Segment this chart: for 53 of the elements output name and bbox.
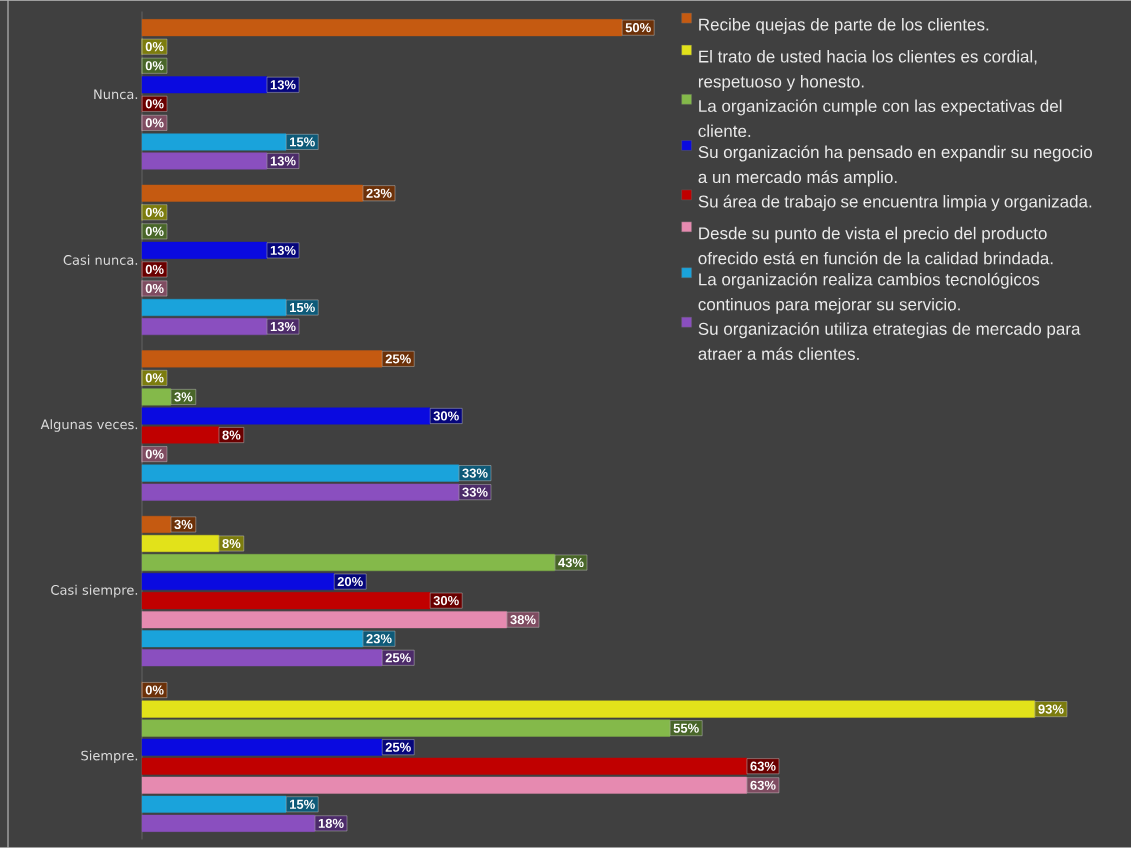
data-label: 8% <box>222 538 241 549</box>
data-label: 15% <box>290 302 315 313</box>
data-label: 0% <box>145 61 164 71</box>
data-label: 25% <box>385 742 411 752</box>
data-label: 3% <box>174 392 193 402</box>
data-label: 3% <box>174 519 193 530</box>
data-label: 15% <box>290 137 315 147</box>
data-label: 0% <box>145 99 164 109</box>
data-label: 23% <box>366 634 392 644</box>
data-label: 0% <box>145 118 164 128</box>
data-label: 63% <box>750 761 776 771</box>
data-label: 0% <box>145 449 164 459</box>
legend-label: La organización cumple con las expectativas del cliente. <box>698 99 1062 138</box>
data-label: 20% <box>337 576 363 587</box>
data-label: 50% <box>625 23 651 33</box>
y-tick-label: Nunca. <box>94 89 138 100</box>
data-label: 0% <box>145 373 164 383</box>
data-label: 0% <box>145 42 164 52</box>
data-label: 93% <box>1038 704 1064 714</box>
data-label: 13% <box>270 156 296 166</box>
data-label: 13% <box>270 245 296 255</box>
data-label: 0% <box>145 226 164 236</box>
data-label: 0% <box>145 283 164 294</box>
data-label: 38% <box>510 615 536 625</box>
data-label: 25% <box>385 653 411 663</box>
data-label: 55% <box>673 723 699 733</box>
legend-label: El trato de usted hacia los clientes es cordial, respetuoso y honesto. <box>698 50 1037 91</box>
data-label: 13% <box>270 321 296 332</box>
legend-label: Su área de trabajo se encuentra limpia y organizada. <box>698 194 1092 211</box>
data-label: 18% <box>318 818 344 828</box>
y-tick-label: Casi nunca. <box>63 254 138 265</box>
data-label: 30% <box>433 596 459 606</box>
data-label: 8% <box>222 430 241 440</box>
data-label: 0% <box>145 264 164 275</box>
legend-label: Su organización ha pensado en expandir su negocio a un mercado más amplio. <box>698 145 1093 187</box>
data-label: 25% <box>385 354 411 364</box>
legend-label: Recibe quejas de parte de los clientes. <box>699 18 989 34</box>
legend-label: La organización realiza cambios tecnológicos continuos para mejorar su servicio. <box>698 272 1040 314</box>
y-tick-label: Siempre. <box>81 750 138 763</box>
data-label: 13% <box>270 80 296 90</box>
data-label: 23% <box>366 188 392 198</box>
data-label: 33% <box>462 468 488 478</box>
data-label: 63% <box>750 780 776 790</box>
legend-label: Su organización utiliza etrategias de mercado para atraer a más clientes. <box>698 322 1081 360</box>
data-label: 15% <box>290 799 315 809</box>
data-label: 43% <box>558 557 584 568</box>
y-tick-label: Casi siempre. <box>51 584 138 598</box>
data-label: 0% <box>145 685 164 695</box>
y-tick-label: Algunas veces. <box>40 419 138 432</box>
data-label: 30% <box>433 411 459 421</box>
legend-label: Desde su punto de vista el precio del producto ofrecido está en función de la calidad brindada. <box>698 226 1053 265</box>
data-label: 0% <box>145 207 164 217</box>
data-label: 33% <box>462 487 488 497</box>
